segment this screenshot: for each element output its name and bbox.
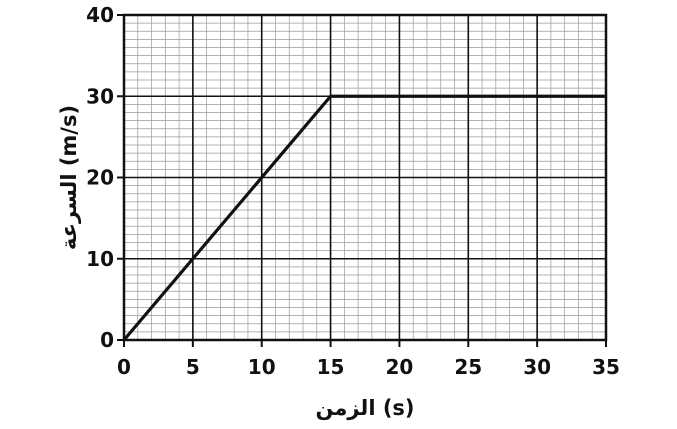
x-tick-label: 35 (592, 355, 620, 379)
y-tick-label: 20 (86, 166, 114, 190)
x-tick-label: 0 (117, 355, 131, 379)
x-tick-label: 10 (248, 355, 276, 379)
x-axis-label: الزمن (s) (315, 396, 414, 420)
y-axis-label: السرعة (m/s) (57, 105, 81, 250)
tick-labels: 0 5 10 15 20 25 30 35 0 10 20 30 40 (86, 3, 620, 379)
y-tick-label: 30 (86, 84, 114, 108)
x-tick-label: 20 (386, 355, 414, 379)
x-tick-label: 5 (186, 355, 200, 379)
x-tick-label: 25 (454, 355, 482, 379)
x-tick-label: 30 (523, 355, 551, 379)
y-tick-label: 40 (86, 3, 114, 27)
series-line (122, 94, 606, 342)
y-tick-label: 10 (86, 247, 114, 271)
y-tick-label: 0 (100, 328, 114, 352)
series-lines (122, 94, 606, 342)
x-tick-label: 15 (317, 355, 345, 379)
